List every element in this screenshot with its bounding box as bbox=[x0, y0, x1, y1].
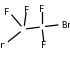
Text: F: F bbox=[39, 5, 45, 14]
Text: F: F bbox=[41, 40, 47, 49]
Text: Br: Br bbox=[0, 40, 5, 49]
Text: Br: Br bbox=[62, 21, 70, 30]
Text: F: F bbox=[24, 6, 29, 15]
Text: F: F bbox=[4, 8, 9, 17]
